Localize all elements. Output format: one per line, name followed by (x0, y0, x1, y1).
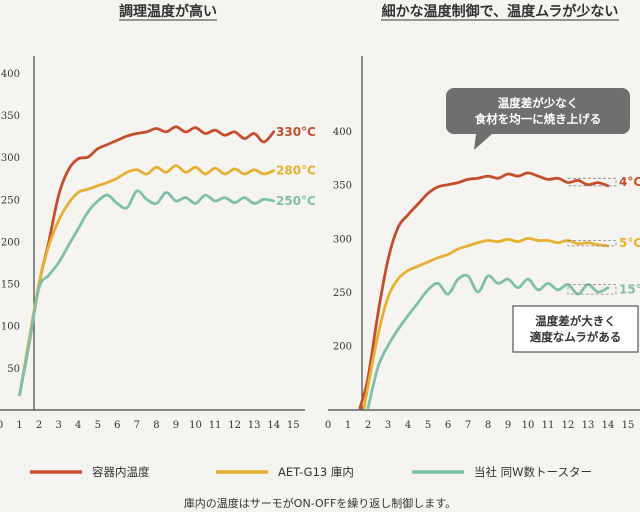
series-line-2 (18, 164, 276, 397)
x-tick-label: 1 (16, 420, 22, 431)
chart-title: 調理温度が高い (119, 3, 217, 20)
x-tick-label: 0 (0, 420, 3, 431)
x-tick-label: 14 (267, 420, 280, 431)
y-tick-label: 200 (1, 237, 20, 248)
y-tick-label: 350 (333, 181, 352, 192)
callout-pointer (474, 134, 492, 150)
callout-box (446, 88, 630, 134)
x-tick-label: 9 (173, 420, 179, 431)
legend: 容器内温度 AET-G13 庫内 当社 同W数トースター (30, 465, 592, 479)
y-tick-label: 200 (333, 342, 352, 353)
y-tick-label: 300 (1, 153, 20, 164)
footnote: 庫内の温度はサーモがON-OFFを繰り返し制御します。 (184, 496, 456, 510)
callout-text: 温度差が大きく (535, 314, 616, 328)
x-tick-label: 6 (445, 420, 451, 431)
x-tick-label: 6 (114, 420, 120, 431)
series-line-2 (362, 236, 610, 410)
x-tick-label: 8 (485, 420, 491, 431)
x-tick-label: 0 (325, 420, 331, 431)
x-tick-label: 10 (189, 420, 202, 431)
x-tick-label: 14 (602, 420, 615, 431)
end-label: 5°C (619, 236, 640, 250)
callout-text: 温度差が少なく (498, 96, 579, 110)
x-tick-label: 12 (228, 420, 241, 431)
x-tick-label: 4 (405, 420, 411, 431)
spread-bracket (567, 284, 617, 295)
x-tick-label: 15 (287, 420, 300, 431)
legend-label: AET-G13 庫内 (278, 465, 354, 479)
chart-panel-1: 調理温度が高い501001502002503003504000123456789… (0, 3, 316, 431)
end-label: 250°C (276, 194, 316, 208)
x-tick-label: 12 (562, 420, 575, 431)
x-tick-label: 3 (385, 420, 391, 431)
y-tick-label: 50 (7, 364, 20, 375)
series-line-1 (358, 171, 610, 410)
series-line-3 (18, 189, 276, 397)
x-tick-label: 3 (55, 420, 61, 431)
x-tick-label: 15 (622, 420, 635, 431)
x-tick-label: 13 (582, 420, 595, 431)
x-tick-label: 4 (75, 420, 81, 431)
y-tick-label: 250 (1, 195, 20, 206)
callout-text: 食材を均一に焼き上げる (475, 112, 602, 126)
end-label: 330°C (276, 125, 316, 139)
spread-bracket (567, 240, 617, 247)
callout-box (512, 305, 639, 353)
end-label: 4°C (619, 175, 640, 189)
x-tick-label: 13 (248, 420, 261, 431)
x-tick-label: 5 (95, 420, 101, 431)
x-tick-label: 2 (365, 420, 371, 431)
x-tick-label: 7 (134, 420, 140, 431)
legend-label: 容器内温度 (92, 465, 150, 479)
x-tick-label: 7 (465, 420, 471, 431)
chart-title: 細かな温度制御で、温度ムラが少ない (382, 3, 619, 20)
x-tick-label: 9 (505, 420, 511, 431)
legend-label: 当社 同W数トースター (474, 465, 592, 479)
x-tick-label: 10 (522, 420, 535, 431)
y-tick-label: 250 (333, 288, 352, 299)
spread-bracket (567, 177, 617, 187)
y-tick-label: 400 (1, 69, 20, 80)
x-tick-label: 11 (209, 420, 222, 431)
x-tick-label: 11 (542, 420, 555, 431)
x-tick-label: 8 (153, 420, 159, 431)
end-label: 280°C (276, 164, 316, 178)
y-tick-label: 150 (1, 280, 20, 291)
callout-text: 適度なムラがある (530, 330, 621, 344)
x-tick-label: 1 (345, 420, 351, 431)
end-label: 15°C (619, 282, 640, 296)
y-tick-label: 350 (1, 111, 20, 122)
y-tick-label: 300 (333, 234, 352, 245)
y-tick-label: 400 (333, 127, 352, 138)
x-tick-label: 2 (36, 420, 42, 431)
series-line-1 (18, 125, 276, 397)
y-tick-label: 100 (1, 322, 20, 333)
x-tick-label: 5 (425, 420, 431, 431)
